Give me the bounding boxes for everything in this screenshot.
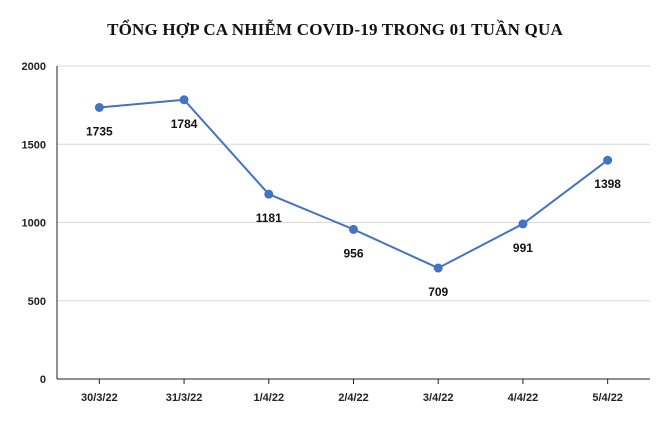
x-tick-label: 2/4/22 — [338, 392, 369, 404]
y-tick-label: 2000 — [22, 61, 46, 73]
x-tick-label: 1/4/22 — [253, 392, 284, 404]
data-label: 1784 — [171, 117, 198, 131]
y-tick-label: 1000 — [22, 218, 46, 230]
x-tick-label: 3/4/22 — [423, 392, 454, 404]
data-point — [603, 155, 613, 165]
data-point — [518, 219, 528, 229]
data-label: 1735 — [86, 124, 113, 138]
data-point — [433, 263, 443, 273]
data-label: 1181 — [256, 211, 282, 225]
chart-title: TỔNG HỢP CA NHIỄM COVID-19 TRONG 01 TUẦN… — [107, 20, 563, 39]
x-tick-label: 5/4/22 — [592, 392, 623, 404]
data-label: 1398 — [594, 177, 621, 191]
y-tick-label: 1500 — [22, 139, 46, 151]
data-point — [349, 224, 358, 234]
data-point — [179, 95, 189, 105]
x-tick-label: 4/4/22 — [508, 392, 539, 404]
data-label: 709 — [428, 285, 448, 299]
y-tick-label: 0 — [40, 374, 46, 386]
data-point — [94, 102, 104, 112]
data-point — [264, 189, 274, 199]
x-tick-label: 31/3/22 — [166, 392, 203, 404]
y-tick-label: 500 — [28, 296, 46, 308]
x-tick-label: 30/3/22 — [81, 392, 118, 404]
data-label: 956 — [343, 246, 363, 260]
data-label: 991 — [513, 241, 533, 255]
